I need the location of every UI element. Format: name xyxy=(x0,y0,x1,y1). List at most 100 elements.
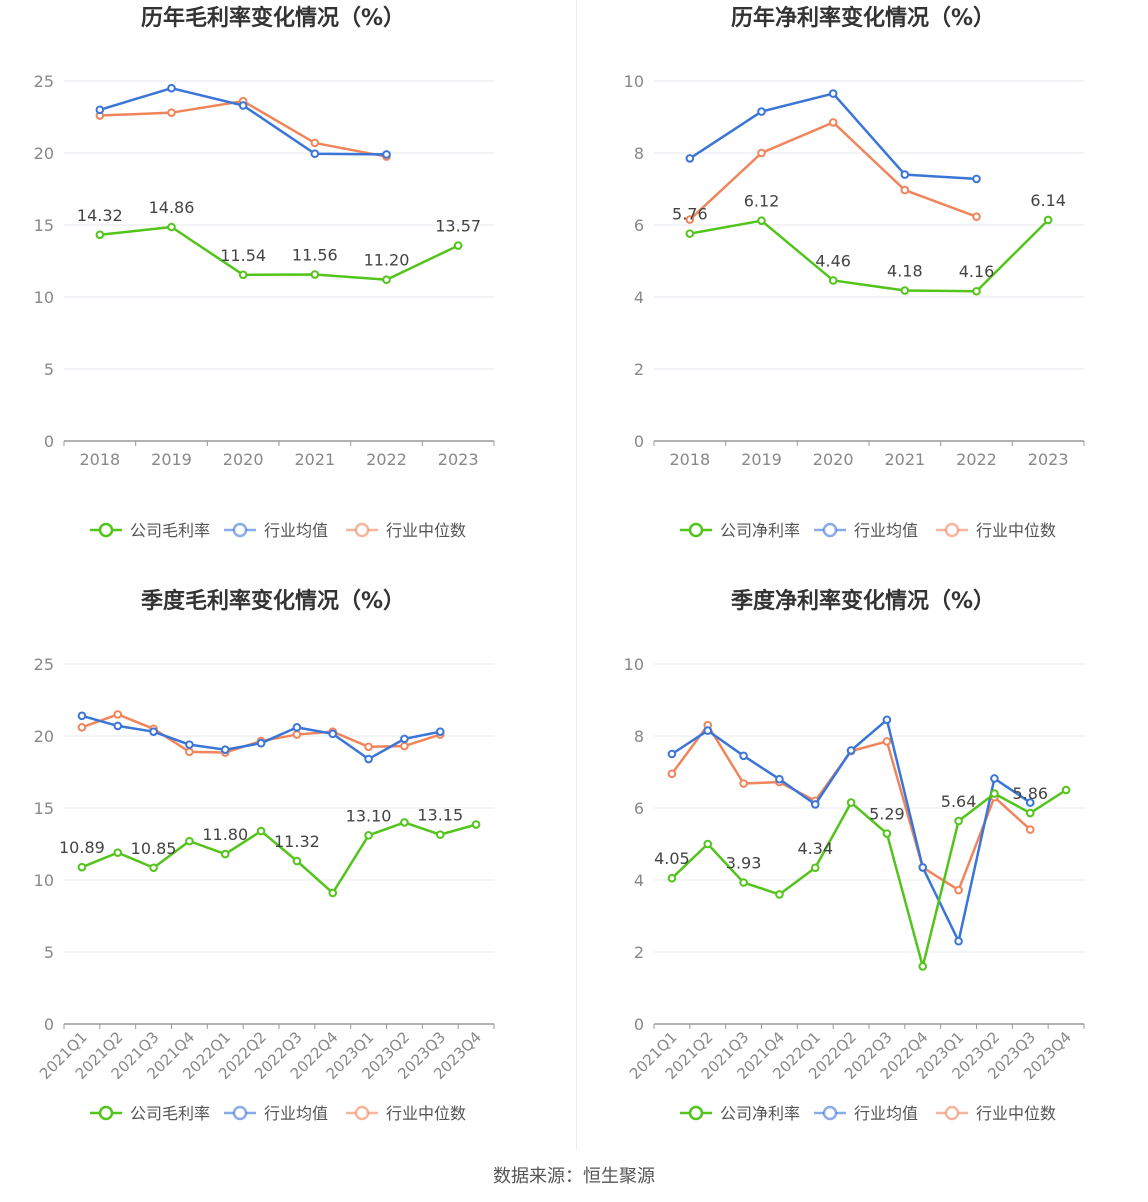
data-label: 13.15 xyxy=(417,806,463,825)
data-point xyxy=(238,101,248,110)
legend-marker xyxy=(822,1105,838,1121)
data-point xyxy=(167,222,176,232)
data-point xyxy=(757,107,766,116)
data-point xyxy=(256,738,266,748)
data-point xyxy=(685,229,695,238)
data-point xyxy=(810,800,820,809)
legend-marker xyxy=(232,522,248,538)
y-tick-label: 6 xyxy=(634,799,644,818)
y-tick-label: 15 xyxy=(34,799,54,818)
chart-title: 季度净利率变化情况（%） xyxy=(731,588,995,614)
data-point xyxy=(882,737,892,746)
data-point xyxy=(954,816,963,826)
data-point xyxy=(757,148,766,158)
data-point xyxy=(292,856,302,866)
data-point xyxy=(918,962,928,971)
y-tick-label: 10 xyxy=(624,655,644,674)
data-label: 11.54 xyxy=(220,246,266,265)
y-tick-label: 5 xyxy=(44,360,54,379)
legend-label: 行业均值 xyxy=(264,1104,328,1123)
data-point xyxy=(882,715,892,725)
data-point xyxy=(739,878,748,887)
y-tick-label: 4 xyxy=(634,871,644,890)
legend-label: 公司毛利率 xyxy=(130,1104,210,1123)
y-tick-label: 0 xyxy=(634,432,644,451)
data-point xyxy=(77,723,87,732)
data-point xyxy=(435,830,445,839)
data-point xyxy=(149,727,158,736)
y-tick-label: 0 xyxy=(634,1015,644,1034)
legend-marker xyxy=(944,1105,960,1121)
data-point xyxy=(775,890,784,899)
legend-label: 行业均值 xyxy=(854,521,918,540)
y-tick-label: 20 xyxy=(34,144,54,163)
data-label: 11.20 xyxy=(364,251,410,270)
data-point xyxy=(846,798,856,807)
series-line xyxy=(99,225,459,281)
x-tick-label: 2023 xyxy=(438,450,479,469)
series-line xyxy=(689,219,1050,293)
panel-divider xyxy=(576,0,577,1150)
y-tick-label: 2 xyxy=(634,360,644,379)
y-tick-label: 6 xyxy=(634,216,644,235)
data-point xyxy=(113,848,123,857)
x-tick-label: 2023 xyxy=(1028,450,1069,469)
data-point xyxy=(256,826,266,836)
y-tick-label: 8 xyxy=(634,144,644,163)
y-tick-label: 15 xyxy=(34,216,54,235)
data-label: 5.76 xyxy=(672,205,708,224)
data-point xyxy=(972,286,981,296)
data-label: 4.16 xyxy=(959,262,995,281)
series-line xyxy=(81,821,477,895)
data-point xyxy=(1025,825,1035,834)
data-point xyxy=(220,849,230,859)
chart-title: 历年毛利率变化情况（%） xyxy=(141,5,405,31)
legend-marker xyxy=(98,522,114,538)
data-point xyxy=(167,108,176,117)
annual-net-chart: 历年净利率变化情况（%） 0 2 4 6 8 10 2018 2019 2020 2021 2022 2… xyxy=(590,0,1148,580)
data-point xyxy=(220,745,230,754)
data-point xyxy=(364,742,373,752)
quarterly-gross-chart-svg: 季度毛利率变化情况（%）05101520252021Q12021Q22021Q3… xyxy=(34,588,495,1123)
legend-label: 行业中位数 xyxy=(386,521,466,540)
data-point xyxy=(757,216,766,225)
quarterly-net-chart-svg: 季度净利率变化情况（%）02468102021Q12021Q22021Q3202… xyxy=(624,588,1085,1123)
data-point xyxy=(667,873,677,883)
data-point xyxy=(400,741,409,751)
data-point xyxy=(990,789,999,798)
data-point xyxy=(310,270,320,279)
y-tick-label: 25 xyxy=(34,655,54,674)
y-tick-label: 0 xyxy=(44,432,54,451)
data-point xyxy=(739,779,748,788)
data-point xyxy=(113,721,123,731)
data-point xyxy=(471,820,481,829)
data-label: 14.86 xyxy=(149,198,195,217)
data-label: 11.32 xyxy=(274,832,320,851)
y-tick-label: 10 xyxy=(34,288,54,307)
chart-title: 历年净利率变化情况（%） xyxy=(731,5,995,31)
legend-label: 行业中位数 xyxy=(976,521,1056,540)
data-point xyxy=(328,729,338,739)
data-point xyxy=(900,185,910,195)
data-label: 4.34 xyxy=(797,839,833,858)
series-line xyxy=(671,788,1067,968)
data-label: 13.57 xyxy=(435,217,481,236)
x-tick-label: 2020 xyxy=(223,450,264,469)
legend-marker xyxy=(232,1105,248,1121)
data-point xyxy=(328,888,338,898)
data-point xyxy=(167,83,176,93)
quarterly-net-chart: 季度净利率变化情况（%） 0 2 4 6 8 10 2021Q1 2021Q2 2021Q3 202… xyxy=(590,583,1148,1163)
y-tick-label: 10 xyxy=(34,871,54,890)
data-point xyxy=(435,727,445,736)
data-point xyxy=(703,726,713,735)
x-tick-label: 2018 xyxy=(669,450,710,469)
data-point xyxy=(364,831,373,840)
data-point xyxy=(972,212,981,222)
y-tick-label: 25 xyxy=(34,72,54,91)
y-tick-label: 4 xyxy=(634,288,644,307)
y-tick-label: 0 xyxy=(44,1015,54,1034)
data-label: 6.14 xyxy=(1030,191,1066,210)
legend-label: 行业中位数 xyxy=(976,1104,1056,1123)
data-point xyxy=(185,740,194,749)
x-tick-label: 2021 xyxy=(294,450,335,469)
